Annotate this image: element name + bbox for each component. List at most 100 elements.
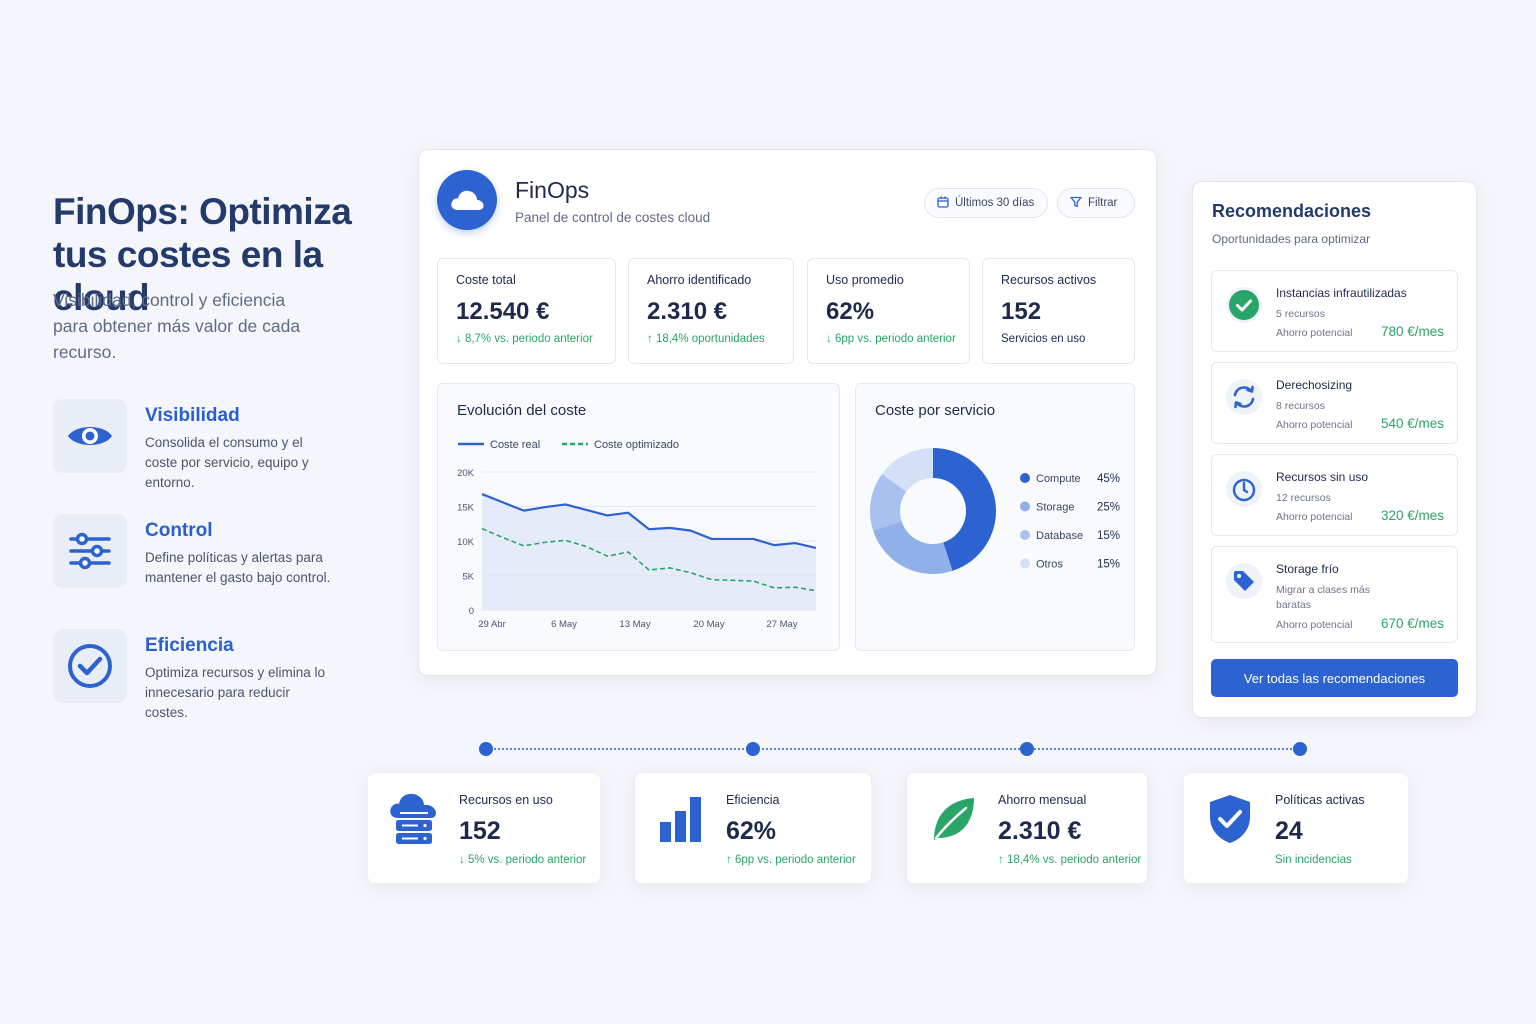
y-tick-label: 15K <box>457 503 475 514</box>
rec-name: Recursos sin uso <box>1276 470 1369 484</box>
filter-label: Filtrar <box>1088 197 1118 209</box>
y-tick-label: 20K <box>457 468 475 479</box>
chart-title: Coste por servicio <box>875 402 996 419</box>
bar-chart-icon <box>653 791 709 847</box>
stat-label: Ahorro mensual <box>998 793 1087 807</box>
kpi-delta: Servicios en uso <box>1001 333 1086 345</box>
eye-icon <box>53 399 127 473</box>
feature-visibilidad: Visibilidad Consolida el consumo y el co… <box>53 399 373 509</box>
app-title: FinOps <box>515 177 590 203</box>
kpi-label: Uso promedio <box>826 273 904 287</box>
shield-check-icon <box>1202 791 1258 847</box>
timeline-dot <box>479 742 493 756</box>
refresh-icon <box>1226 379 1262 415</box>
y-tick-label: 5K <box>462 572 474 583</box>
rec-item-storage-frio[interactable]: Storage frío Migrar a clases más baratas… <box>1211 546 1458 643</box>
cloud-server-icon <box>386 791 442 847</box>
cost-evolution-card: Evolución del coste Coste real Coste opti… <box>437 383 840 651</box>
rec-detail: 12 recursos <box>1276 492 1331 504</box>
stat-value: 2.310 € <box>998 817 1082 845</box>
legend-value: 15% <box>1097 559 1120 571</box>
cost-by-service-card: Coste por servicio Compute 45% Storage 25% D… <box>855 383 1135 651</box>
feature-title: Visibilidad <box>145 405 240 426</box>
stat-eficiencia: Eficiencia 62% ↑ 6pp vs. periodo anterio… <box>634 772 872 884</box>
rec-savings-value: 540 €/mes <box>1380 416 1444 431</box>
rec-item-instancias[interactable]: Instancias infrautilizadas 5 recursos Ah… <box>1211 270 1458 352</box>
stat-delta: ↓ 5% vs. periodo anterior <box>459 854 587 866</box>
recommendations-title: Recomendaciones <box>1212 201 1372 221</box>
kpi-delta: ↑ 18,4% oportunidades <box>647 333 765 345</box>
hero-subtitle: Visibilidad, control y eficiencia para o… <box>53 290 301 362</box>
stat-recursos-en-uso: Recursos en uso 152 ↓ 5% vs. periodo ant… <box>367 772 601 884</box>
stat-delta: ↑ 6pp vs. periodo anterior <box>726 854 856 866</box>
feature-desc: Consolida el consumo y el coste por serv… <box>145 435 309 490</box>
app-subtitle: Panel de control de costes cloud <box>515 210 711 225</box>
kpi-label: Coste total <box>456 273 516 287</box>
stat-delta: Sin incidencias <box>1275 854 1352 866</box>
legend-label: Coste real <box>490 439 540 451</box>
stat-ahorro-mensual: Ahorro mensual 2.310 € ↑ 18,4% vs. perio… <box>906 772 1148 884</box>
rec-savings-value: 320 €/mes <box>1380 508 1444 523</box>
stat-value: 152 <box>459 817 501 845</box>
x-tick-label: 13 May <box>619 619 650 630</box>
kpi-value: 62% <box>826 298 875 325</box>
timeline-connector <box>486 748 1300 750</box>
leaf-icon <box>925 791 981 847</box>
series-line-coste-real <box>481 493 817 549</box>
timeline-dot <box>1020 742 1034 756</box>
date-range-label: Últimos 30 días <box>955 197 1035 209</box>
kpi-value: 12.540 € <box>456 298 550 325</box>
view-all-recommendations-button[interactable]: Ver todas las recomendaciones <box>1211 659 1458 697</box>
rec-detail: 5 recursos <box>1276 308 1326 320</box>
stat-delta: ↑ 18,4% vs. periodo anterior <box>998 854 1142 866</box>
legend-swatch <box>1020 558 1030 569</box>
feature-title: Eficiencia <box>145 635 234 656</box>
power-icon <box>1226 471 1262 507</box>
rec-name: Derechosizing <box>1276 378 1353 392</box>
y-tick-label: 10K <box>457 537 475 548</box>
kpi-value: 2.310 € <box>647 298 728 325</box>
stat-label: Recursos en uso <box>459 793 553 807</box>
donut-slice-database <box>870 473 907 531</box>
kpi-recursos: Recursos activos 152 Servicios en uso <box>982 258 1135 364</box>
legend-swatch <box>1020 473 1030 483</box>
calendar-icon <box>937 196 949 211</box>
feature-title: Control <box>145 520 213 541</box>
legend-label: Storage <box>1036 502 1075 514</box>
donut-slice-compute <box>932 448 996 571</box>
legend-label: Compute <box>1036 473 1081 485</box>
recommendations-subtitle: Oportunidades para optimizar <box>1212 232 1371 246</box>
rec-detail: Migrar a clases más baratas <box>1276 584 1370 611</box>
kpi-label: Ahorro identificado <box>647 273 752 287</box>
date-range-button[interactable]: Últimos 30 días <box>924 188 1048 218</box>
tag-icon <box>1226 563 1262 599</box>
series-line-coste-optimizado <box>481 527 817 592</box>
rec-savings-label: Ahorro potencial <box>1276 327 1353 339</box>
filter-button[interactable]: Filtrar <box>1057 188 1135 218</box>
check-circle-icon <box>1226 287 1262 323</box>
feature-control: Control Define políticas y alertas para … <box>53 514 373 624</box>
rec-savings-value: 670 €/mes <box>1380 616 1444 631</box>
chart-title: Evolución del coste <box>457 402 587 419</box>
x-tick-label: 6 May <box>551 619 577 630</box>
rec-savings-label: Ahorro potencial <box>1276 511 1353 523</box>
rec-savings-value: 780 €/mes <box>1380 324 1444 339</box>
donut-slice-storage <box>873 520 953 574</box>
filter-icon <box>1070 196 1082 211</box>
cost-by-service-chart: Compute 45% Storage 25% Database 15% Otros 15% <box>870 448 1120 574</box>
sliders-icon <box>53 514 127 588</box>
rec-item-sin-uso[interactable]: Recursos sin uso 12 recursos Ahorro pote… <box>1211 454 1458 536</box>
x-tick-label: 29 Abr <box>478 619 505 630</box>
area-fill <box>482 494 816 610</box>
legend-value: 25% <box>1097 502 1120 514</box>
rec-item-derechosizing[interactable]: Derechosizing 8 recursos Ahorro potencia… <box>1211 362 1458 444</box>
legend-label: Database <box>1036 530 1083 542</box>
legend-label: Otros <box>1036 559 1063 571</box>
x-tick-label: 27 May <box>766 619 797 630</box>
kpi-coste-total: Coste total 12.540 € ↓ 8,7% vs. periodo … <box>437 258 616 364</box>
legend-swatch <box>1020 530 1030 540</box>
feature-desc: Define políticas y alertas para mantener… <box>145 550 331 585</box>
stat-label: Eficiencia <box>726 793 780 807</box>
timeline-dot <box>746 742 760 756</box>
stat-value: 24 <box>1275 817 1303 845</box>
